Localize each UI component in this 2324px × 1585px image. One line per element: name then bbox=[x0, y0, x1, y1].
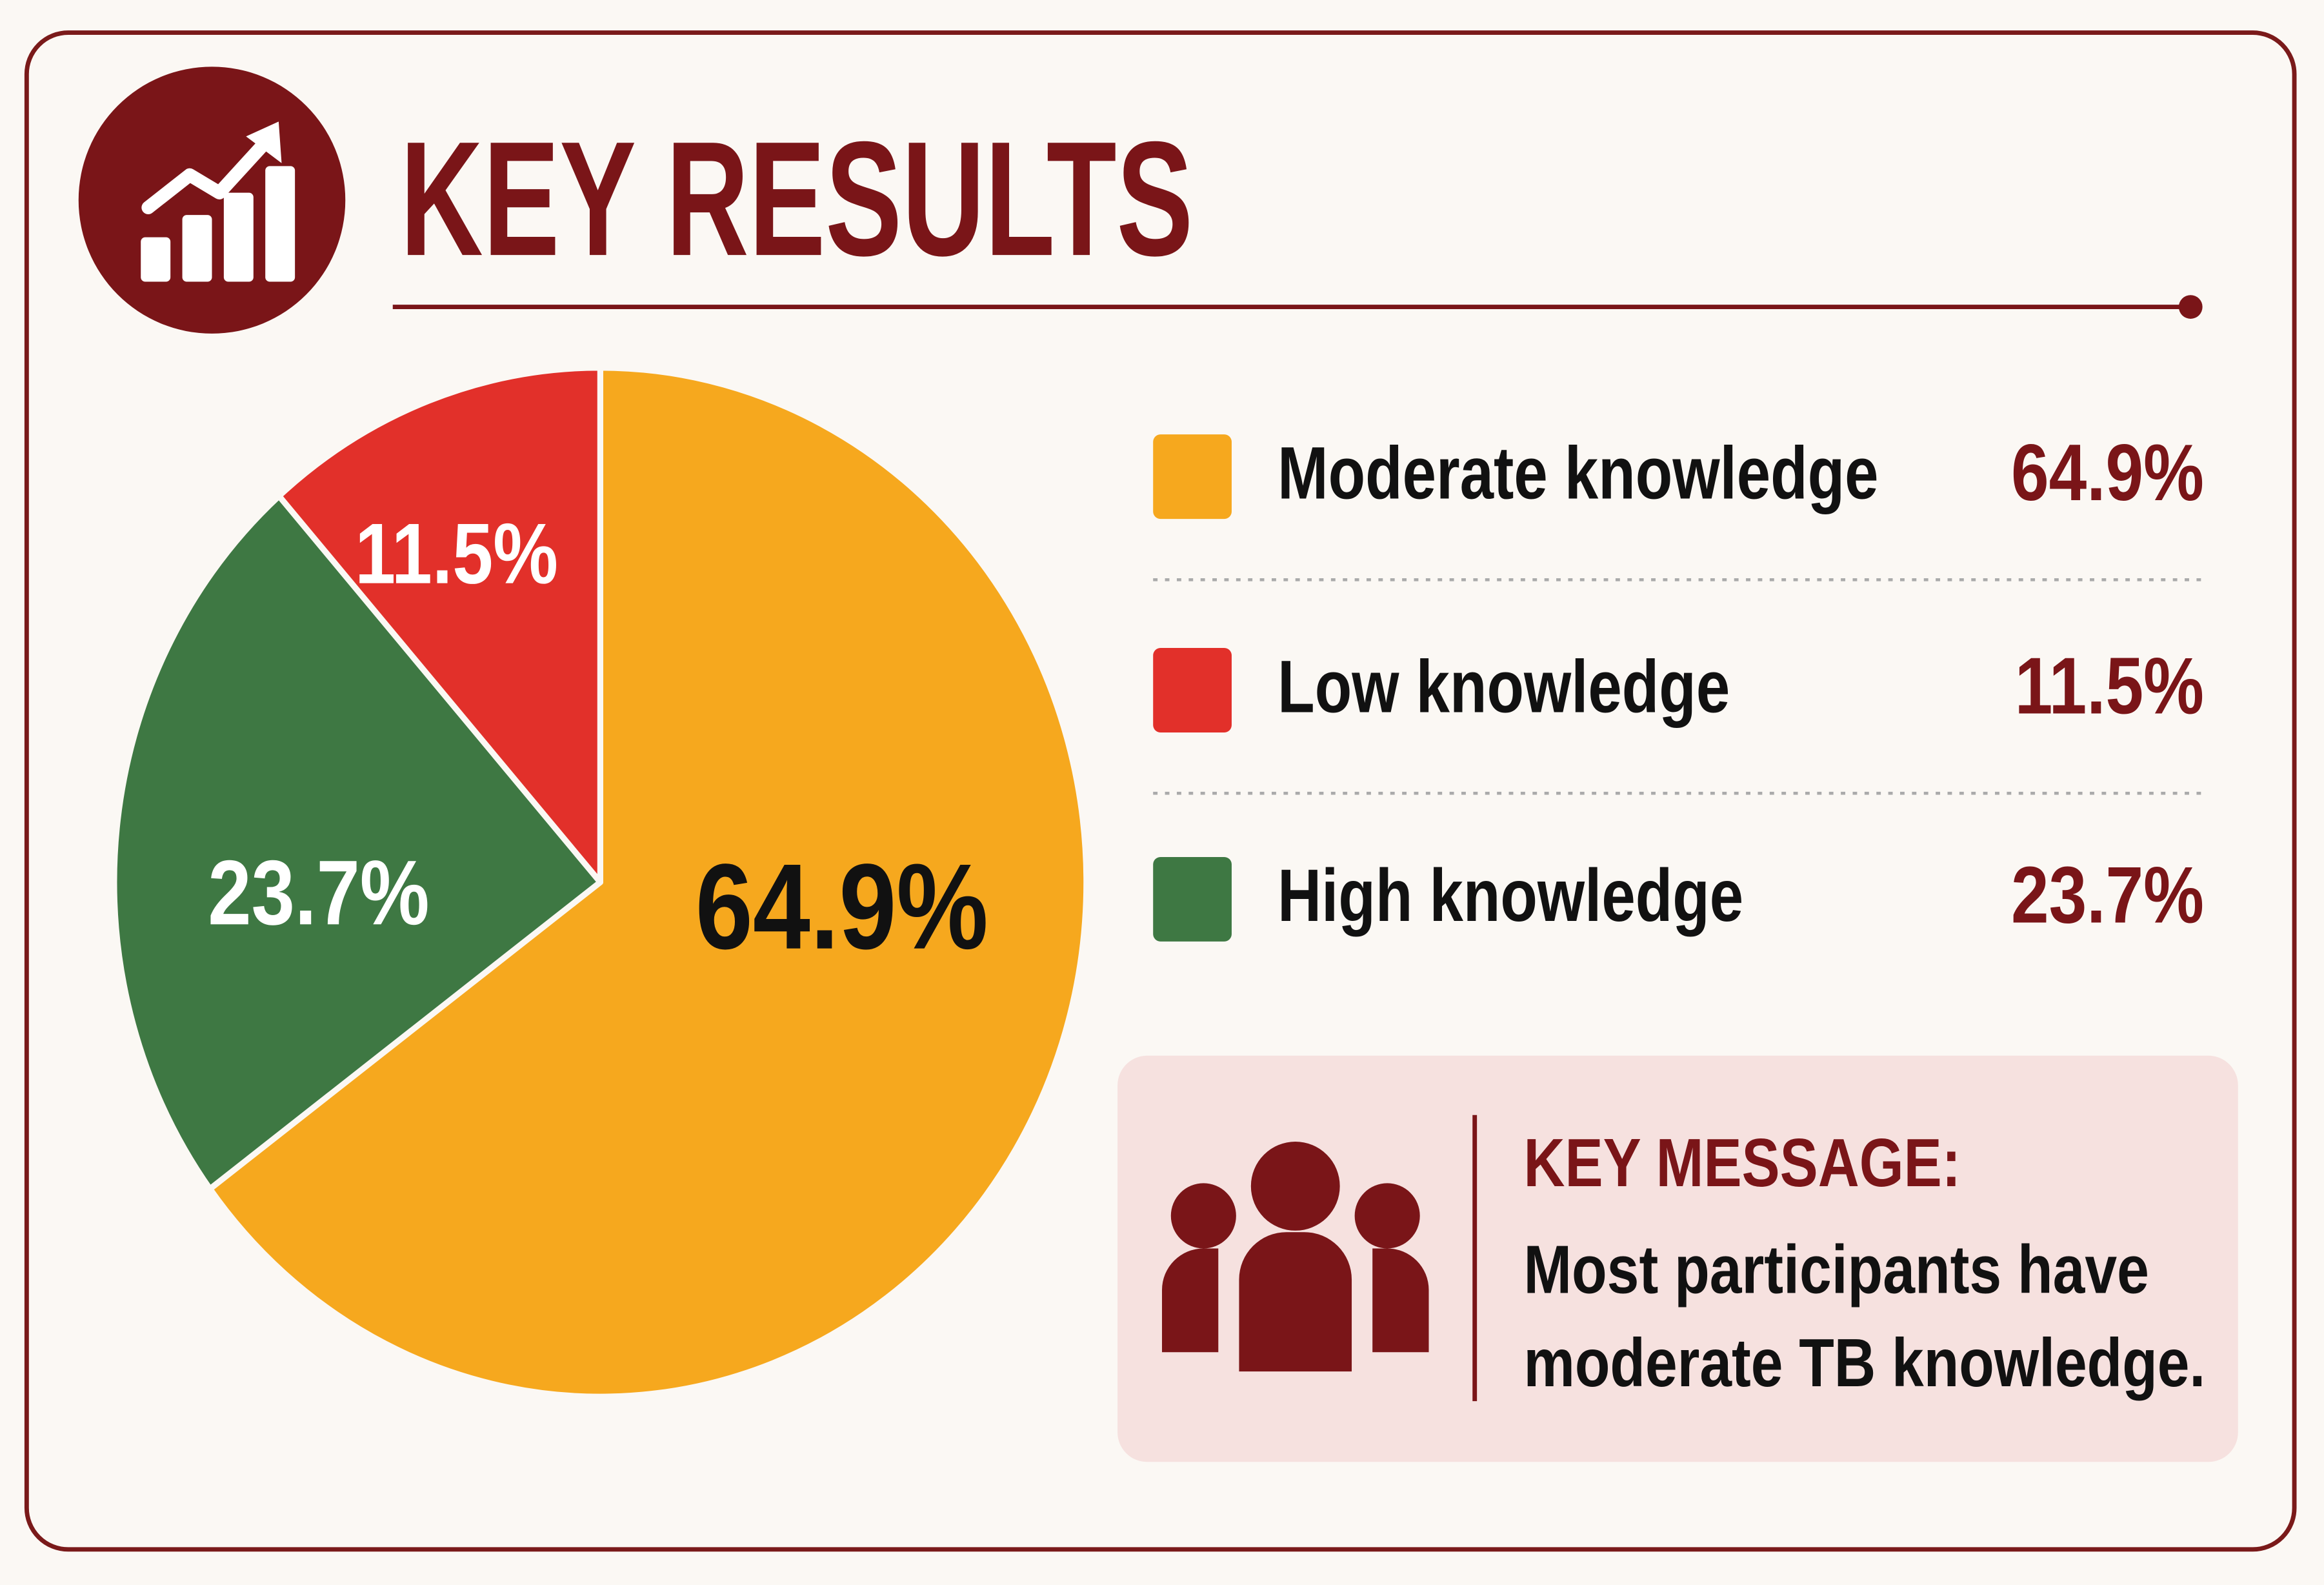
legend-swatch bbox=[1153, 647, 1232, 732]
legend-label: Moderate knowledge bbox=[1277, 432, 1878, 515]
pie-slice bbox=[111, 493, 603, 1192]
legend: Moderate knowledge 64.9% Low knowledge 11.5… bbox=[1153, 429, 2204, 942]
header-icon bbox=[78, 66, 346, 334]
key-message-box: KEY MESSAGE: Most participants have mode… bbox=[1117, 1055, 2238, 1462]
legend-label: High knowledge bbox=[1277, 854, 1743, 937]
pie-slice bbox=[206, 365, 1090, 1400]
legend-swatch bbox=[1153, 434, 1232, 520]
key-message-title: KEY MESSAGE: bbox=[1524, 1125, 1961, 1201]
slice-label: 23.7% bbox=[208, 842, 429, 944]
legend-value: 23.7% bbox=[2011, 851, 2204, 940]
key-message-line: Most participants have bbox=[1524, 1231, 2149, 1307]
legend-label: Low knowledge bbox=[1277, 645, 1730, 728]
legend-swatch bbox=[1153, 856, 1232, 942]
legend-value: 64.9% bbox=[2011, 429, 2204, 518]
slice-label: 64.9% bbox=[696, 839, 988, 974]
pie-slice bbox=[275, 365, 603, 885]
slice-label: 11.5% bbox=[355, 506, 558, 602]
title: KEY RESULTS bbox=[400, 107, 1193, 290]
title-rule-dot bbox=[2178, 295, 2203, 319]
pie: 64.9% 23.7% 11.5% bbox=[111, 365, 1090, 1400]
key-message-line: moderate TB knowledge. bbox=[1524, 1325, 2206, 1401]
legend-value: 11.5% bbox=[2015, 642, 2204, 731]
people-icon bbox=[1162, 1142, 1429, 1372]
